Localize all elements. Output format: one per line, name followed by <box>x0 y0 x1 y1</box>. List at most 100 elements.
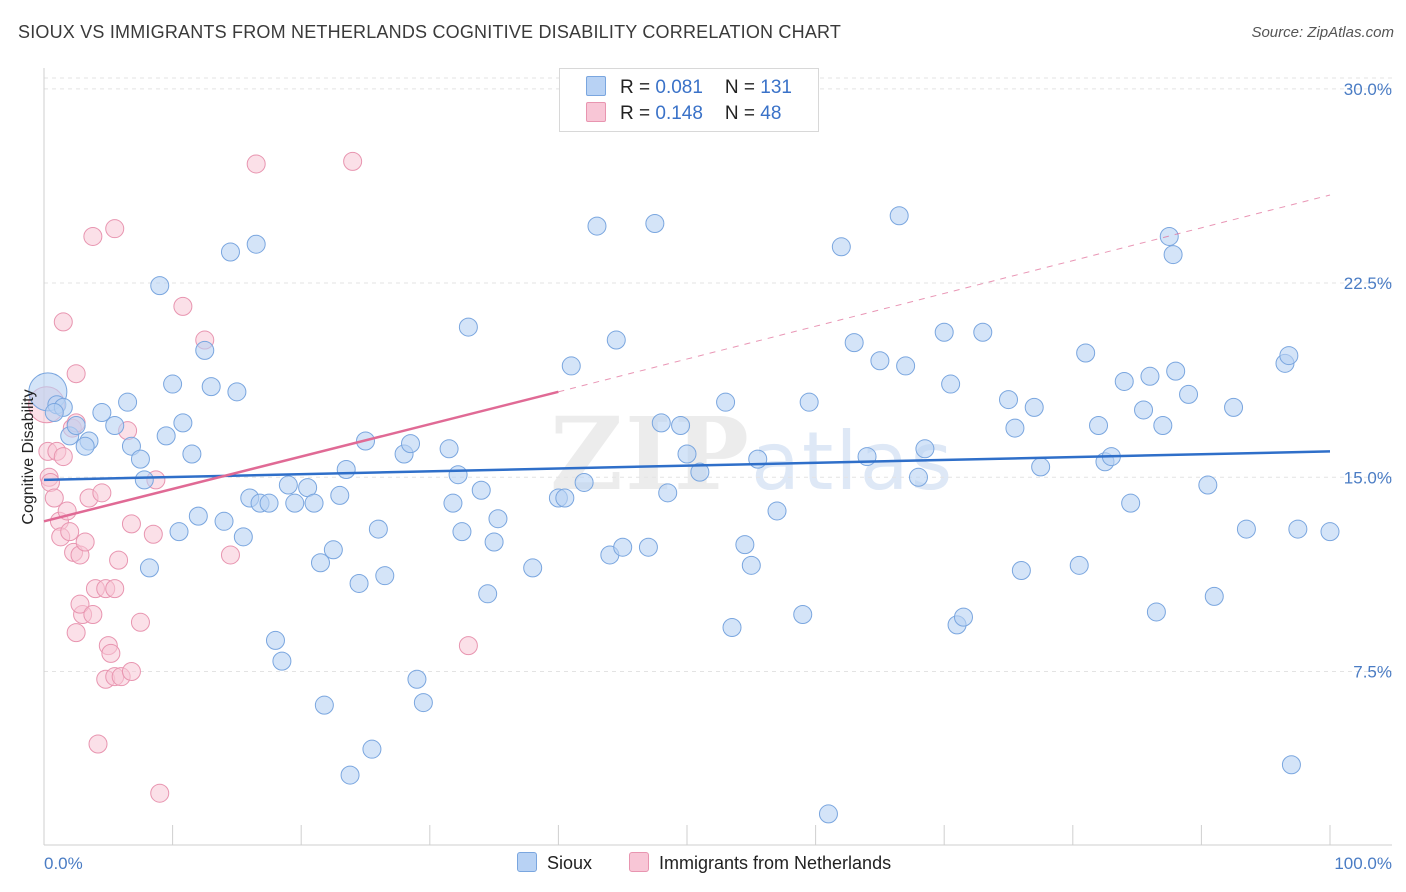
netherlands-point <box>40 472 60 492</box>
chart-title: SIOUX VS IMMIGRANTS FROM NETHERLANDS COG… <box>18 22 842 42</box>
watermark-zip: ZIP <box>550 395 751 513</box>
netherlands-point <box>60 522 80 542</box>
bottom-legend-sioux: Sioux <box>517 852 592 874</box>
sioux-point <box>1089 415 1109 435</box>
sioux-point <box>92 403 112 423</box>
sioux-point <box>1159 226 1179 246</box>
sioux-point <box>671 415 691 435</box>
sioux-point <box>75 436 95 456</box>
axis-labels: 7.5% 15.0% 22.5% 30.0% 0.0% 100.0% Cognitive D… <box>20 80 1392 873</box>
sioux-point <box>1163 245 1183 265</box>
sioux-point <box>934 322 954 342</box>
sioux-point <box>118 392 138 412</box>
netherlands-point <box>66 364 86 384</box>
sioux-point <box>134 470 154 490</box>
sioux-point <box>452 522 472 542</box>
sioux-point <box>690 462 710 482</box>
netherlands-point <box>105 579 125 599</box>
legend-swatch-netherlands <box>586 102 606 122</box>
netherlands-point <box>92 483 112 503</box>
y-tick-label: 15.0% <box>1344 468 1392 487</box>
sioux-point <box>677 444 697 464</box>
sioux-point <box>1198 475 1218 495</box>
sioux-point <box>953 607 973 627</box>
sioux-point <box>1140 366 1160 386</box>
netherlands-point <box>121 661 141 681</box>
bottom-legend-label-netherlands: Immigrants from Netherlands <box>659 853 892 873</box>
sioux-point <box>214 511 234 531</box>
sioux-point <box>638 537 658 557</box>
sioux-point <box>1011 561 1031 581</box>
y-tick-label: 22.5% <box>1344 274 1392 293</box>
sioux-point <box>173 413 193 433</box>
y-tick-label: 30.0% <box>1344 80 1392 99</box>
sioux-point <box>748 449 768 469</box>
sioux-point <box>278 475 298 495</box>
sioux-point <box>458 317 478 337</box>
sioux-point <box>1320 522 1340 542</box>
sioux-point <box>195 340 215 360</box>
sioux-point <box>478 584 498 604</box>
netherlands-point <box>101 643 121 663</box>
netherlands-point <box>173 296 193 316</box>
x-tick-label: 100.0% <box>1334 854 1392 873</box>
netherlands-point <box>150 783 170 803</box>
sioux-point <box>188 506 208 526</box>
sioux-point <box>889 206 909 226</box>
bottom-legend-swatch-sioux <box>517 852 537 872</box>
netherlands-trend-line <box>43 390 559 523</box>
sioux-point <box>658 483 678 503</box>
sioux-point <box>1166 361 1186 381</box>
sioux-point <box>767 501 787 521</box>
sioux-point <box>139 558 159 578</box>
sioux-point <box>1069 555 1089 575</box>
sioux-point <box>999 390 1018 410</box>
sioux-point <box>1076 343 1096 363</box>
netherlands-point <box>109 550 129 570</box>
sioux-point <box>272 651 292 671</box>
sioux-point <box>265 630 285 650</box>
sioux-point <box>793 605 813 625</box>
netherlands-point <box>53 447 73 467</box>
sioux-point <box>44 403 64 423</box>
sioux-point <box>336 460 356 480</box>
sioux-point <box>375 566 395 586</box>
sioux-point <box>310 553 330 573</box>
netherlands-point <box>105 219 125 239</box>
y-axis-title: Cognitive Disability <box>20 389 37 524</box>
sioux-point <box>651 413 671 433</box>
sioux-point <box>1204 586 1224 606</box>
sioux-point <box>130 449 150 469</box>
sioux-point <box>323 540 343 560</box>
sioux-point <box>799 392 819 412</box>
legend-row-netherlands: R = 0.148 N = 48 <box>586 102 781 126</box>
sioux-point <box>1179 384 1199 404</box>
sioux-point <box>443 493 463 513</box>
sioux-point <box>439 439 459 459</box>
netherlands-point <box>246 154 266 174</box>
sioux-point <box>735 535 755 555</box>
sioux-point <box>1288 519 1308 539</box>
sioux-point <box>484 532 504 552</box>
bottom-legend-netherlands: Immigrants from Netherlands <box>629 852 891 874</box>
sioux-point <box>401 434 421 454</box>
sioux-point <box>1024 397 1044 417</box>
sioux-point <box>227 382 247 402</box>
sioux-point <box>233 527 253 547</box>
bottom-legend-label-sioux: Sioux <box>547 853 593 873</box>
sioux-point <box>523 558 543 578</box>
sioux-point <box>716 392 736 412</box>
netherlands-trend-extension <box>558 194 1331 393</box>
netherlands-point <box>121 514 141 534</box>
sioux-point <box>169 522 189 542</box>
sioux-point <box>1031 457 1051 477</box>
sioux-point <box>1146 602 1166 622</box>
legend-n-label: N = <box>724 77 761 98</box>
axes <box>43 68 1392 846</box>
y-tick-label: 7.5% <box>1353 662 1392 681</box>
sioux-point <box>246 234 266 254</box>
legend-r-value-netherlands: 0.148 <box>655 103 703 124</box>
sioux-point <box>870 351 890 371</box>
sioux-point <box>561 356 581 376</box>
